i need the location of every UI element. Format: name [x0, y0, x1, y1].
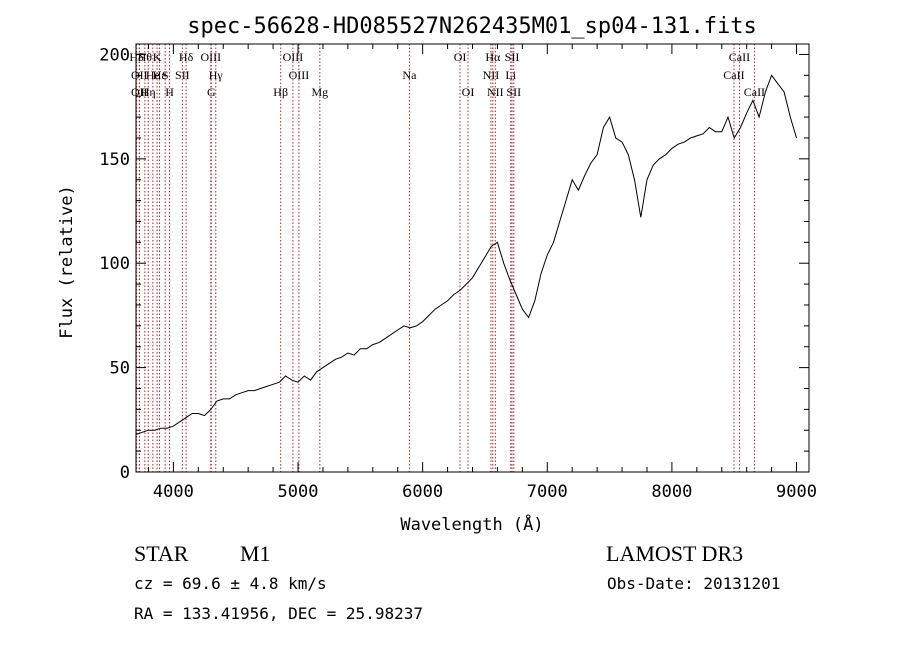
x-tick-label: 6000 [402, 482, 443, 502]
spectral-line-label: NII [483, 68, 500, 82]
redshift-text: cz = 69.6 ± 4.8 km/s [134, 574, 327, 593]
y-axis-label: Flux (relative) [57, 185, 77, 339]
spectral-line-label: CaII [744, 85, 765, 99]
spectral-line-label: Hγ [209, 68, 224, 82]
spectral-line-label: SII [506, 85, 521, 99]
spectral-line-label: Hα [485, 50, 501, 64]
spectral-line-label: Li [505, 68, 516, 82]
spectral-line-label: H [165, 85, 174, 99]
spectral-line-markers [135, 44, 755, 472]
y-tick-label: 150 [99, 150, 130, 170]
spectral-line-label: He [146, 68, 160, 82]
spectral-line-label: Hε [153, 68, 167, 82]
spectrum-line [135, 74, 797, 435]
chart-title: spec-56628-HD085527N262435M01_sp04-131.f… [187, 14, 757, 39]
spectral-line-label: Hβ [273, 85, 288, 99]
spectral-line-label: Na [402, 68, 417, 82]
object-subclass: M1 [240, 541, 271, 566]
spectral-line-label: S [162, 68, 169, 82]
spectral-line-labels: HδOIIOIIHθHηHeKHεSHHδSIIOIIIGHγHβOIIIOII… [129, 50, 765, 99]
y-tick-label: 50 [110, 359, 130, 379]
spectral-line-label: Hη [141, 85, 156, 99]
spectral-line-label: OII [131, 85, 148, 99]
coordinates-text: RA = 133.41956, DEC = 25.98237 [134, 604, 423, 623]
spectral-line-label: Hθ [138, 50, 153, 64]
survey-name: LAMOST DR3 [606, 541, 743, 566]
spectral-line-label: NII [487, 85, 504, 99]
spectral-line-label: OIII [200, 50, 221, 64]
x-tick-label: 5000 [278, 482, 319, 502]
object-class: STAR [134, 541, 189, 566]
spectral-line-label: SII [505, 50, 520, 64]
x-axis-label: Wavelength (Å) [400, 513, 543, 535]
spectral-line-label: K [153, 50, 162, 64]
spectral-line-label: OI [454, 50, 467, 64]
obs-date: Obs-Date: 20131201 [607, 574, 780, 593]
y-tick-label: 0 [120, 463, 130, 483]
y-axis: 0 50 100 150 200 [99, 45, 809, 483]
spectral-line-label: OIII [283, 50, 304, 64]
spectral-line-label: OI [462, 85, 475, 99]
y-tick-label: 200 [99, 45, 130, 65]
spectral-line-label: OIII [289, 68, 310, 82]
spectral-line-label: CaII [729, 50, 750, 64]
spectral-line-label: SII [175, 68, 190, 82]
spectral-line-label: CaII [723, 68, 744, 82]
x-tick-label: 7000 [527, 482, 568, 502]
spectral-line-label: Hδ [179, 50, 194, 64]
x-axis: 4000 5000 6000 7000 8000 9000 [147, 44, 817, 502]
x-tick-label: 8000 [651, 482, 692, 502]
plot-frame [135, 43, 810, 473]
spectral-line-label: G [207, 85, 216, 99]
spectral-line-label: Hδ [129, 50, 144, 64]
spectral-line-label: Mg [311, 85, 328, 99]
y-tick-label: 100 [99, 254, 130, 274]
x-tick-label: 4000 [153, 482, 194, 502]
x-tick-label: 9000 [776, 482, 817, 502]
